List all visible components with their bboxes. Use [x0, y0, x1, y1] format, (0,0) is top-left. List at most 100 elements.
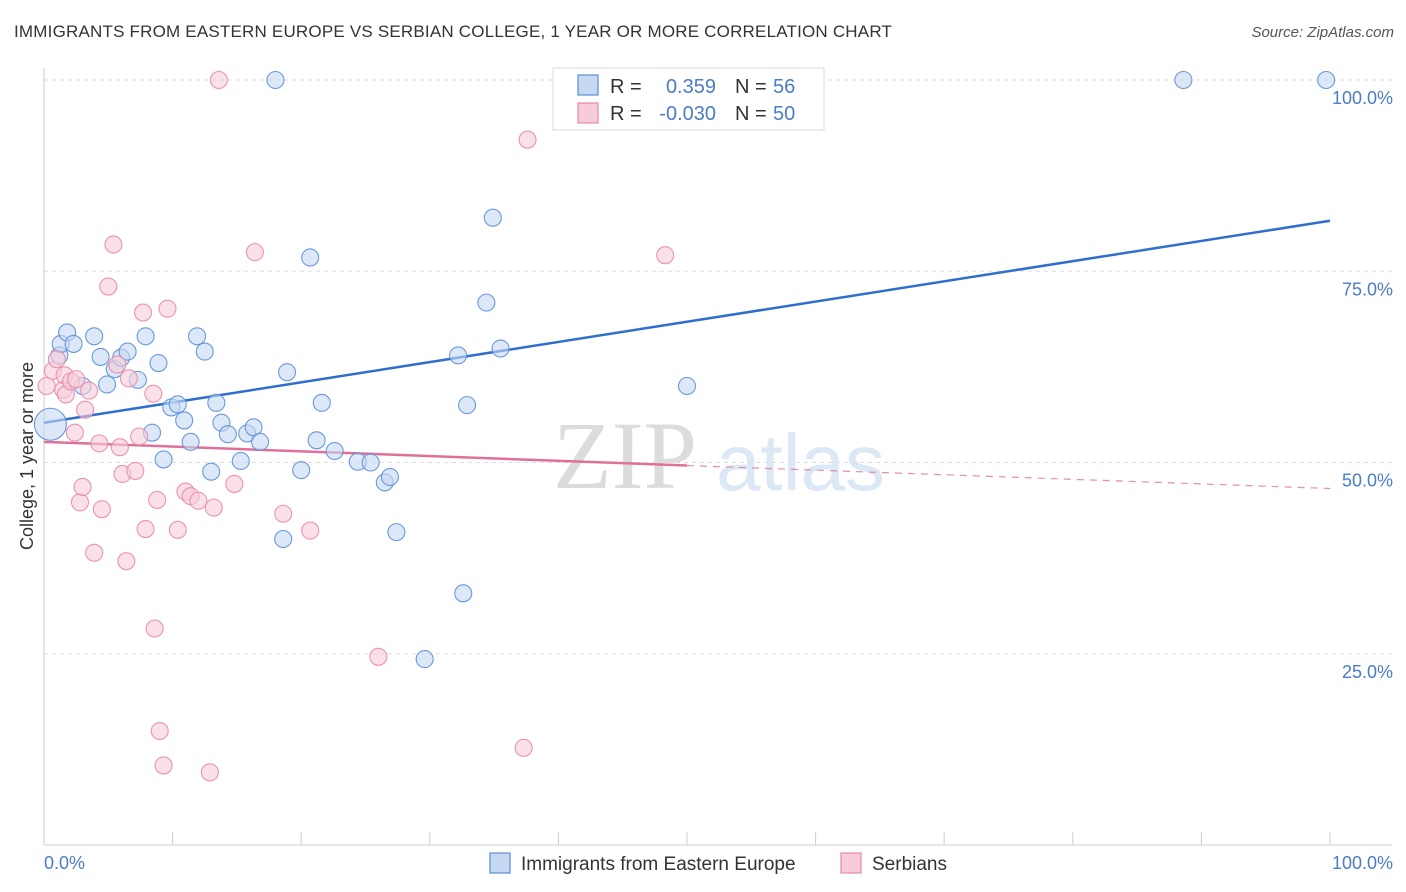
data-point-serbians	[117, 552, 136, 571]
trend-lines	[43, 219, 1331, 490]
data-point-immigrants	[64, 334, 83, 353]
data-point-immigrants	[218, 425, 237, 444]
y-tick-label: 100.0%	[1332, 88, 1393, 108]
watermark-atlas: atlas	[716, 418, 885, 507]
stat-r-label-serbians: R =	[610, 103, 642, 125]
data-point-immigrants	[292, 461, 311, 480]
data-point-immigrants	[307, 431, 326, 450]
trend-line-pink	[686, 464, 1331, 490]
data-point-immigrants	[454, 584, 473, 603]
data-point-serbians	[274, 504, 293, 523]
chart-title: IMMIGRANTS FROM EASTERN EUROPE VS SERBIA…	[14, 22, 893, 41]
data-point-serbians	[200, 763, 219, 782]
tick-labels: 25.0% 50.0% 75.0% 100.0% 0.0% 100.0%	[44, 88, 1393, 873]
data-point-immigrants	[250, 432, 270, 451]
data-point-immigrants	[477, 293, 496, 312]
stat-r-value-serbians: -0.030	[659, 103, 716, 125]
data-point-immigrants	[136, 327, 155, 346]
data-point-serbians	[85, 543, 104, 562]
stats-legend-box: R = 0.359 N = 56 R = -0.030 N = 50	[552, 67, 825, 131]
data-points	[33, 70, 1336, 782]
data-point-immigrants	[415, 650, 434, 669]
data-point-serbians	[108, 355, 127, 374]
data-point-immigrants	[118, 342, 137, 361]
data-point-serbians	[150, 721, 169, 741]
data-point-immigrants	[149, 353, 168, 373]
grid-lines	[44, 79, 1392, 655]
data-point-immigrants	[154, 450, 173, 469]
data-point-immigrants	[387, 523, 406, 542]
trend-line-blue	[43, 219, 1331, 424]
data-point-immigrants	[91, 347, 110, 366]
stat-n-label-serbians: N =	[735, 103, 767, 125]
source-attribution: Source: ZipAtlas.com	[1251, 24, 1394, 41]
data-point-immigrants	[312, 393, 331, 412]
data-point-serbians	[189, 491, 208, 510]
data-point-serbians	[126, 461, 145, 480]
data-point-serbians	[110, 438, 129, 457]
y-tick-label: 50.0%	[1342, 471, 1393, 491]
trend-line-pink	[43, 440, 688, 467]
data-point-serbians	[99, 277, 118, 296]
data-point-immigrants	[677, 376, 697, 396]
data-point-serbians	[158, 299, 177, 318]
data-point-immigrants	[97, 375, 117, 394]
stat-r-value-immigrants: 0.359	[666, 76, 716, 98]
data-point-serbians	[136, 520, 155, 539]
data-point-immigrants	[33, 407, 67, 441]
data-point-immigrants	[361, 453, 380, 472]
data-point-serbians	[65, 423, 84, 442]
data-point-serbians	[514, 738, 533, 757]
stat-swatch-immigrants	[577, 74, 599, 96]
data-point-immigrants	[195, 342, 214, 361]
data-point-immigrants	[207, 393, 226, 412]
data-point-immigrants	[380, 467, 399, 487]
data-point-serbians	[70, 493, 90, 512]
data-point-immigrants	[491, 339, 510, 358]
data-point-immigrants	[181, 432, 200, 451]
data-point-serbians	[209, 70, 228, 90]
legend-swatch-serbians	[840, 852, 862, 874]
legend-swatch-immigrants	[489, 852, 511, 874]
data-point-serbians	[90, 434, 109, 453]
x-tick-label-start: 0.0%	[44, 853, 85, 873]
stat-swatch-serbians	[577, 102, 599, 124]
data-point-serbians	[204, 498, 223, 517]
data-point-serbians	[245, 243, 264, 262]
data-point-serbians	[119, 369, 138, 388]
data-point-serbians	[67, 370, 86, 389]
data-point-serbians	[130, 427, 149, 446]
data-point-serbians	[225, 474, 244, 493]
stat-n-value-immigrants: 56	[773, 76, 795, 98]
data-point-serbians	[301, 521, 320, 540]
data-point-serbians	[133, 303, 153, 322]
y-axis-title: College, 1 year or more	[17, 362, 37, 550]
axes	[43, 68, 1392, 846]
data-point-immigrants	[274, 529, 293, 549]
legend-label-serbians: Serbians	[872, 854, 947, 875]
data-point-immigrants	[449, 346, 468, 365]
data-point-immigrants	[202, 462, 221, 481]
data-point-immigrants	[278, 363, 297, 382]
watermark-zip: ZIP	[553, 402, 697, 509]
data-point-serbians	[144, 384, 163, 403]
watermark: ZIP atlas	[553, 402, 885, 509]
data-point-immigrants	[187, 327, 207, 346]
x-tick-label-end: 100.0%	[1332, 853, 1393, 873]
data-point-serbians	[148, 490, 167, 510]
data-point-immigrants	[266, 70, 285, 90]
data-point-immigrants	[175, 411, 194, 430]
data-point-immigrants	[1317, 70, 1336, 90]
y-tick-label: 75.0%	[1342, 279, 1393, 299]
legend-label-immigrants: Immigrants from Eastern Europe	[521, 854, 796, 875]
data-point-serbians	[145, 619, 164, 638]
data-point-immigrants	[483, 208, 502, 227]
stat-n-value-serbians: 50	[773, 103, 795, 125]
data-point-serbians	[79, 381, 99, 400]
y-tick-label: 25.0%	[1342, 662, 1393, 682]
data-point-serbians	[154, 756, 173, 775]
data-point-serbians	[73, 477, 92, 497]
stat-n-label-immigrants: N =	[735, 76, 767, 98]
data-point-immigrants	[301, 248, 320, 267]
